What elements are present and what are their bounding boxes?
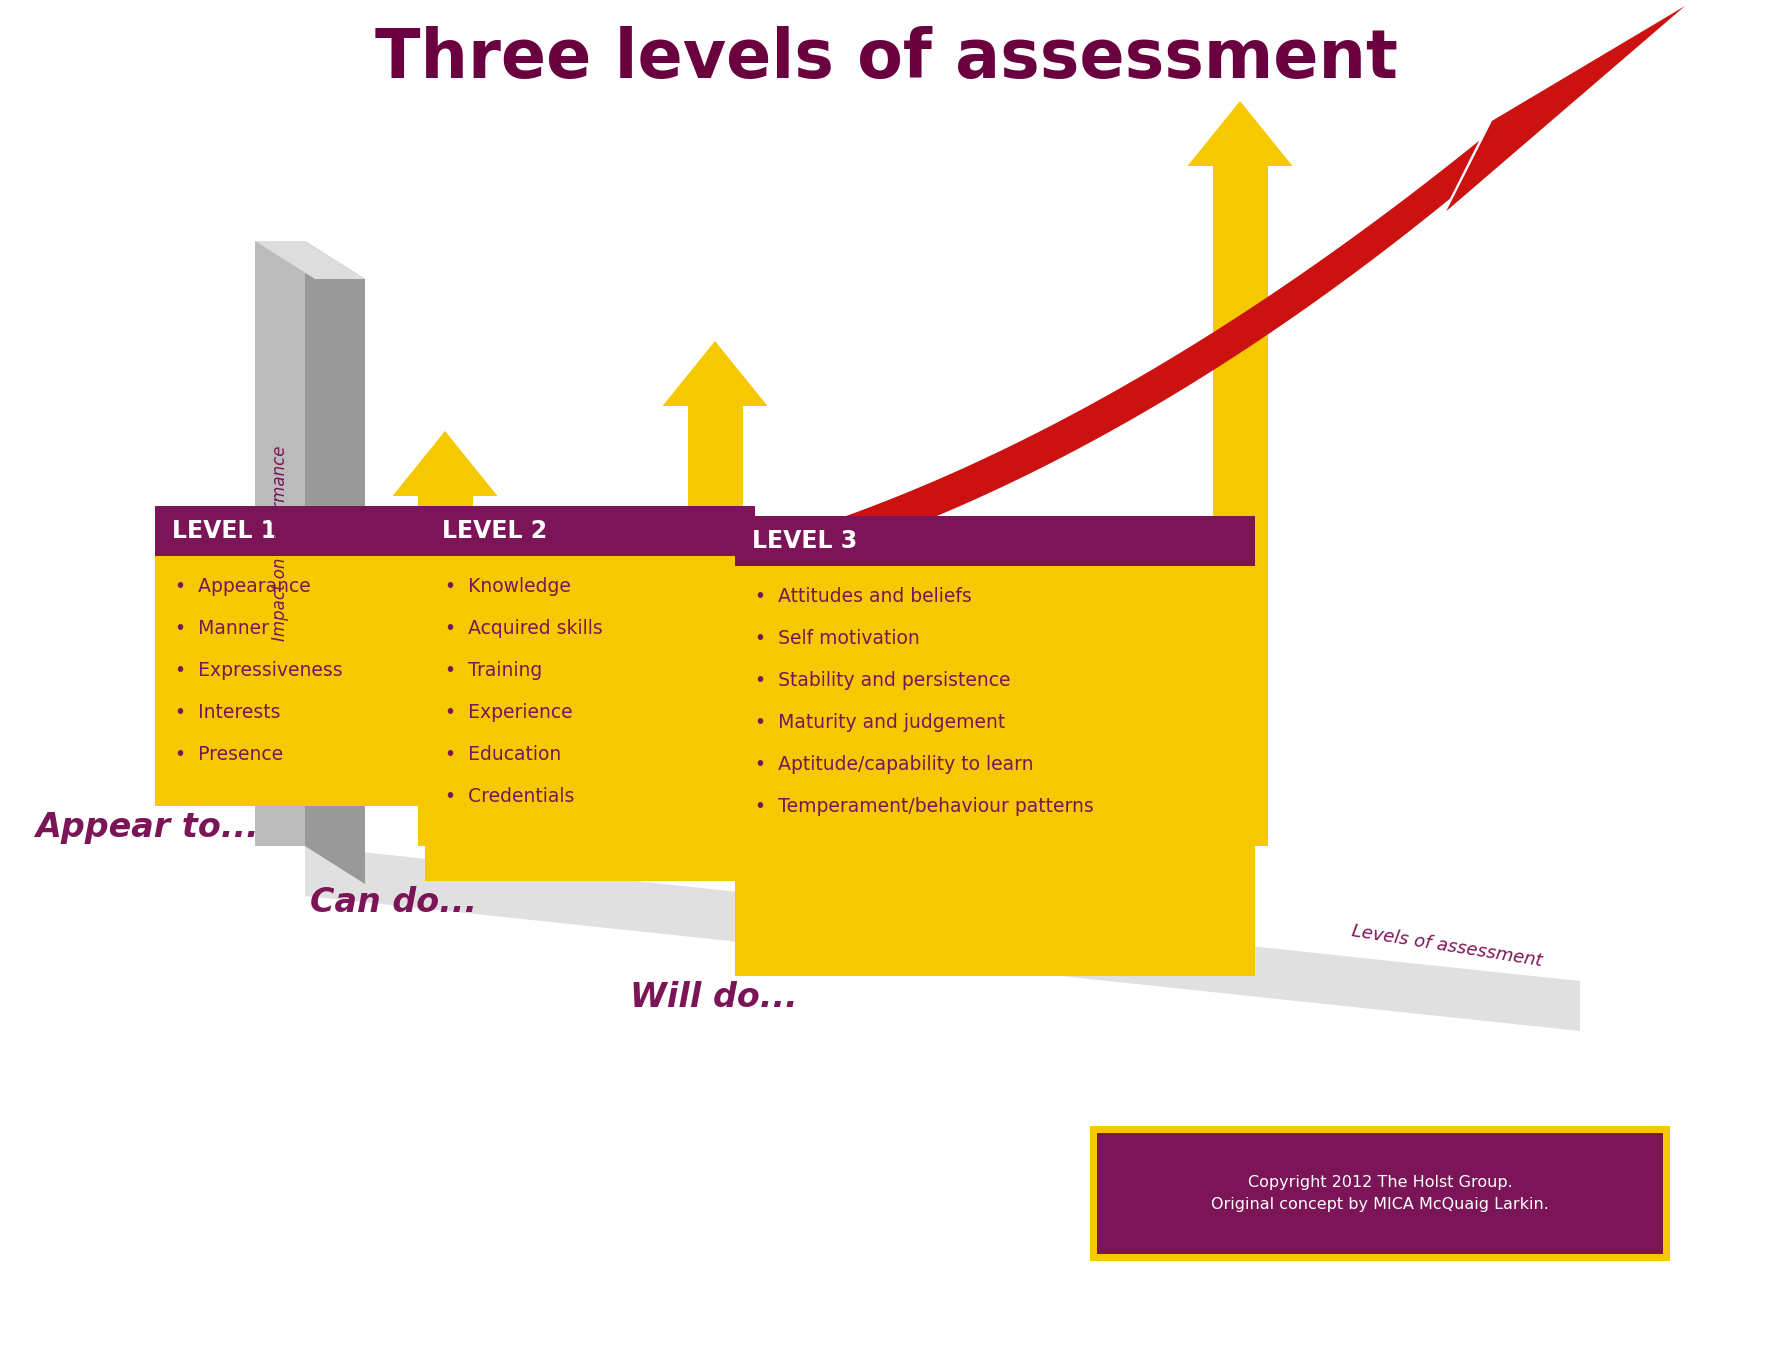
Text: •  Training: • Training [445,661,542,680]
Text: •  Maturity and judgement: • Maturity and judgement [755,713,1005,732]
Text: •  Aptitude/capability to learn: • Aptitude/capability to learn [755,755,1033,774]
Polygon shape [418,495,473,847]
Polygon shape [425,506,755,557]
Text: •  Stability and persistence: • Stability and persistence [755,671,1010,690]
Polygon shape [305,140,1480,622]
Polygon shape [1212,166,1267,847]
Text: •  Experience: • Experience [445,704,572,723]
Polygon shape [735,516,1255,566]
Polygon shape [1097,1132,1662,1253]
Polygon shape [735,516,1255,976]
Polygon shape [255,241,365,279]
Text: •  Manner: • Manner [175,619,269,638]
Polygon shape [1187,101,1292,166]
Polygon shape [154,506,461,806]
Polygon shape [305,847,1581,1032]
Polygon shape [393,431,498,495]
Text: Can do...: Can do... [310,886,477,919]
Text: •  Self motivation: • Self motivation [755,630,920,648]
Text: •  Knowledge: • Knowledge [445,577,571,596]
Text: Levels of assessment: Levels of assessment [1350,921,1543,970]
Polygon shape [425,506,755,881]
Text: Will do...: Will do... [631,981,797,1014]
Polygon shape [305,241,365,885]
Polygon shape [1446,5,1685,211]
Text: •  Credentials: • Credentials [445,788,574,807]
Text: •  Acquired skills: • Acquired skills [445,619,602,638]
Text: •  Appearance: • Appearance [175,577,310,596]
Text: Appear to...: Appear to... [35,811,259,844]
Polygon shape [154,506,461,557]
Text: •  Presence: • Presence [175,746,284,765]
Polygon shape [663,342,767,406]
Text: Copyright 2012 The Holst Group.
Original concept by MICA McQuaig Larkin.: Copyright 2012 The Holst Group. Original… [1210,1175,1549,1213]
Polygon shape [1090,1126,1669,1262]
Text: •  Interests: • Interests [175,704,280,723]
Text: Impact on performance: Impact on performance [271,446,289,641]
Polygon shape [688,406,742,847]
Text: Three levels of assessment: Three levels of assessment [374,26,1398,93]
Text: •  Education: • Education [445,746,562,765]
Text: LEVEL 3: LEVEL 3 [751,529,858,553]
Text: •  Temperament/behaviour patterns: • Temperament/behaviour patterns [755,798,1093,817]
Polygon shape [255,241,305,847]
Text: •  Attitudes and beliefs: • Attitudes and beliefs [755,588,971,607]
Text: •  Expressiveness: • Expressiveness [175,661,342,680]
Text: LEVEL 2: LEVEL 2 [441,519,548,543]
Text: LEVEL 1: LEVEL 1 [172,519,276,543]
